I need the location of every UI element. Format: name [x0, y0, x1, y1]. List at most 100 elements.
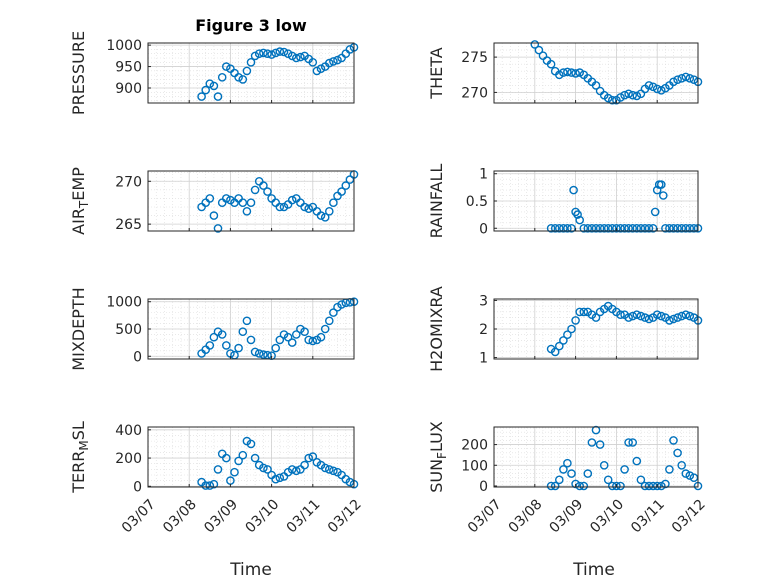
- data-point: [661, 223, 670, 233]
- data-point: [628, 311, 638, 321]
- data-point: [296, 52, 305, 62]
- data-point: [636, 475, 646, 485]
- data-point: [673, 223, 682, 233]
- data-point: [640, 313, 650, 322]
- data-point: [234, 343, 243, 353]
- data-point: [275, 47, 285, 56]
- data-point: [242, 206, 252, 216]
- data-point: [652, 481, 662, 491]
- theta-panel: 270 275 THETA: [427, 40, 703, 105]
- data-point: [644, 81, 654, 90]
- data-point: [567, 68, 576, 77]
- data-point: [665, 316, 674, 325]
- data-point: [546, 481, 556, 491]
- data-point: [579, 481, 589, 491]
- y-axis-label: TERRMSL: [69, 421, 91, 494]
- data-point: [267, 50, 276, 59]
- data-point: [291, 466, 301, 476]
- data-point: [644, 314, 654, 324]
- data-point: [571, 69, 580, 78]
- data-point: [324, 206, 334, 216]
- data-point: [238, 327, 248, 337]
- y-tick-label: 200: [115, 451, 142, 467]
- data-point: [259, 463, 268, 473]
- data-point: [652, 84, 662, 94]
- data-point: [685, 74, 695, 83]
- data-point: [685, 223, 695, 233]
- data-point: [620, 465, 629, 474]
- data-point: [320, 324, 330, 334]
- data-point: [677, 223, 687, 233]
- data-point: [304, 335, 314, 345]
- data-point: [209, 81, 219, 91]
- data-point: [300, 202, 309, 212]
- y-tick-label: 270: [461, 85, 488, 101]
- data-point: [242, 316, 252, 326]
- data-point: [669, 314, 678, 324]
- data-point: [555, 475, 564, 485]
- data-point: [217, 330, 227, 339]
- data-point: [669, 223, 678, 233]
- data-point: [595, 223, 605, 233]
- y-tick-label: 1: [479, 351, 488, 367]
- data-point: [217, 73, 227, 82]
- data-point: [546, 59, 556, 69]
- data-point: [669, 77, 678, 87]
- y-tick-label: 1000: [106, 38, 142, 54]
- axes-box: [147, 426, 355, 488]
- data-point: [259, 48, 268, 58]
- rainfall-panel: 0 0.5 1 RAINFALL: [427, 164, 703, 238]
- air-temp-panel: 265 270 AIRTEMP: [69, 167, 359, 235]
- data-point: [579, 307, 589, 317]
- data-point: [603, 93, 613, 103]
- data-point: [312, 66, 322, 76]
- data-point: [575, 481, 585, 491]
- data-point: [201, 481, 210, 490]
- data-point: [603, 223, 613, 233]
- data-point: [201, 85, 210, 95]
- data-point: [221, 62, 231, 71]
- data-point: [287, 195, 297, 205]
- data-point: [563, 223, 572, 233]
- data-point: [632, 310, 642, 320]
- data-point: [677, 74, 687, 83]
- data-point: [254, 49, 264, 59]
- data-point: [677, 311, 687, 321]
- data-point: [279, 47, 289, 57]
- data-point: [246, 58, 256, 67]
- plot-area: [494, 43, 698, 103]
- data-point: [673, 313, 682, 322]
- data-point: [205, 481, 215, 490]
- data-point: [657, 86, 666, 95]
- data-point: [632, 223, 642, 233]
- data-point: [263, 465, 272, 474]
- y-axis-label: PRESSURE: [69, 31, 88, 115]
- data-point: [620, 223, 629, 233]
- data-point: [652, 185, 662, 195]
- y-tick-label: 1: [479, 167, 488, 183]
- axes-box: [493, 42, 699, 104]
- y-axis-label: THETA: [427, 47, 446, 99]
- data-point: [308, 58, 318, 67]
- data-point: [640, 481, 650, 491]
- data-point: [563, 67, 572, 77]
- data-point: [324, 316, 334, 326]
- data-point: [250, 51, 260, 61]
- data-point: [259, 181, 268, 190]
- data-point: [657, 311, 666, 321]
- data-point: [271, 48, 281, 58]
- y-axis-label: MIXDEPTH: [69, 287, 88, 370]
- data-point: [591, 313, 601, 322]
- y-tick-label: 275: [461, 50, 488, 66]
- data-point: [316, 332, 326, 342]
- data-point: [333, 55, 342, 65]
- figure-title: Figure 3 low: [195, 16, 307, 35]
- data-point: [324, 58, 334, 68]
- data-point: [624, 89, 633, 99]
- x-axis-label-left: Time: [229, 560, 272, 580]
- data-point: [648, 82, 658, 92]
- data-point: [250, 185, 260, 195]
- data-point: [624, 438, 633, 447]
- data-point: [250, 453, 260, 463]
- y-tick-label: 0: [479, 221, 488, 237]
